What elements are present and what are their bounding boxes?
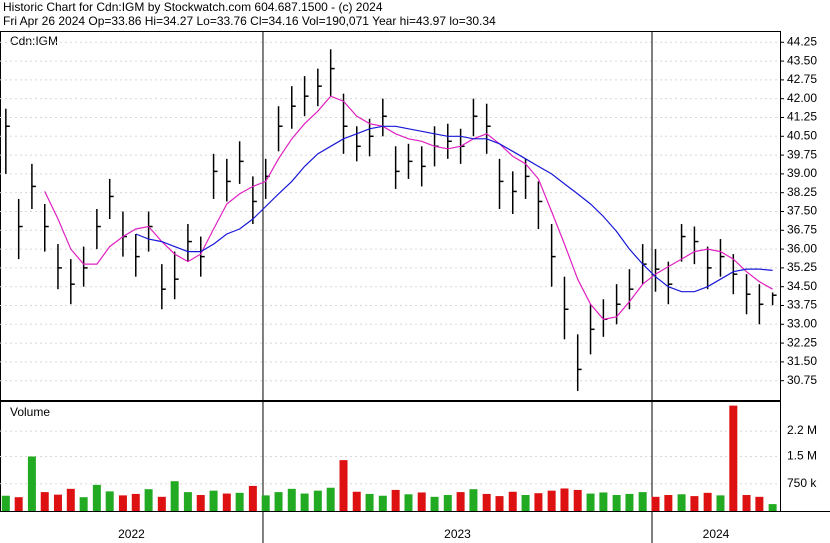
volume-bar	[365, 493, 374, 511]
volume-bar	[326, 487, 335, 511]
volume-bar	[729, 405, 738, 511]
chart-title: Historic Chart for Cdn:IGM by Stockwatch…	[3, 0, 383, 14]
volume-bar	[508, 491, 517, 511]
y-tick-label: 42.75	[787, 72, 817, 86]
volume-bar	[495, 496, 504, 511]
volume-bar	[599, 492, 608, 511]
volume-bar	[586, 493, 595, 511]
y-tick-label: 40.50	[787, 128, 817, 142]
volume-bar	[209, 490, 218, 511]
price-panel	[0, 31, 781, 401]
volume-bar	[248, 485, 257, 511]
volume-tick-label: 2.2 M	[787, 423, 817, 437]
volume-bar	[235, 492, 244, 511]
y-tick-label: 43.50	[787, 53, 817, 67]
volume-bar	[222, 493, 231, 511]
moving-average	[135, 125, 773, 293]
volume-bar	[612, 495, 621, 511]
volume-bar	[261, 495, 270, 511]
volume-bar	[92, 484, 101, 511]
volume-bar	[144, 489, 153, 511]
volume-bar	[768, 504, 777, 511]
volume-bar	[651, 496, 660, 511]
volume-bar	[300, 493, 309, 511]
y-tick-label: 42.00	[787, 91, 817, 105]
volume-bar	[313, 490, 322, 511]
chart-subtitle: Fri Apr 26 2024 Op=33.86 Hi=34.27 Lo=33.…	[3, 14, 496, 28]
volume-bar	[417, 492, 426, 511]
volume-bar	[105, 491, 114, 511]
volume-label: Volume	[10, 405, 50, 419]
volume-bar	[131, 493, 140, 511]
volume-bar	[482, 493, 491, 511]
volume-bar	[664, 495, 673, 511]
volume-bar	[456, 492, 465, 511]
volume-bar	[183, 492, 192, 511]
volume-bar	[79, 497, 88, 511]
y-tick-label: 39.75	[787, 147, 817, 161]
volume-bar	[534, 493, 543, 511]
volume-bar	[66, 488, 75, 511]
volume-bar	[339, 460, 348, 511]
y-tick-label: 33.75	[787, 298, 817, 312]
y-tick-label: 44.25	[787, 34, 817, 48]
volume-bar	[1, 495, 10, 511]
volume-bar	[274, 492, 283, 511]
y-tick-label: 33.00	[787, 316, 817, 330]
y-tick-label: 36.00	[787, 241, 817, 255]
volume-bar	[157, 496, 166, 511]
volume-bar	[677, 494, 686, 511]
y-tick-label: 36.75	[787, 222, 817, 236]
volume-tick-label: 1.5 M	[787, 449, 817, 463]
volume-bar	[378, 495, 387, 511]
y-tick-label: 38.25	[787, 185, 817, 199]
y-tick-label: 31.50	[787, 354, 817, 368]
y-tick-label: 37.50	[787, 204, 817, 218]
volume-bar	[521, 495, 530, 511]
volume-bar	[27, 456, 36, 511]
y-tick-label: 39.00	[787, 166, 817, 180]
volume-bar	[430, 496, 439, 511]
x-tick-label: 2022	[118, 527, 145, 541]
y-tick-label: 30.75	[787, 373, 817, 387]
volume-bar	[443, 495, 452, 511]
volume-bar	[40, 492, 49, 511]
volume-bar	[690, 496, 699, 511]
volume-bar	[638, 492, 647, 511]
moving-average	[44, 95, 773, 320]
volume-bar	[703, 492, 712, 511]
volume-bar	[547, 490, 556, 511]
x-tick-label: 2024	[703, 527, 730, 541]
volume-bar	[53, 494, 62, 511]
y-tick-label: 34.50	[787, 279, 817, 293]
x-tick-label: 2023	[444, 527, 471, 541]
volume-bar	[287, 488, 296, 511]
volume-bar	[352, 491, 361, 511]
volume-bar	[573, 489, 582, 511]
volume-bar	[742, 495, 751, 511]
volume-bar	[196, 495, 205, 511]
volume-bar	[560, 488, 569, 511]
y-tick-label: 41.25	[787, 110, 817, 124]
volume-bar	[716, 495, 725, 511]
volume-bar	[14, 497, 23, 511]
volume-bar	[625, 493, 634, 511]
volume-bar	[404, 494, 413, 511]
symbol-label: Cdn:IGM	[10, 34, 58, 48]
volume-bar	[755, 496, 764, 511]
volume-bar	[391, 489, 400, 511]
y-tick-label: 32.25	[787, 335, 817, 349]
y-tick-label: 35.25	[787, 260, 817, 274]
volume-bar	[469, 489, 478, 511]
volume-bar	[170, 481, 179, 511]
volume-tick-label: 750 k	[787, 476, 817, 490]
volume-bar	[118, 495, 127, 511]
